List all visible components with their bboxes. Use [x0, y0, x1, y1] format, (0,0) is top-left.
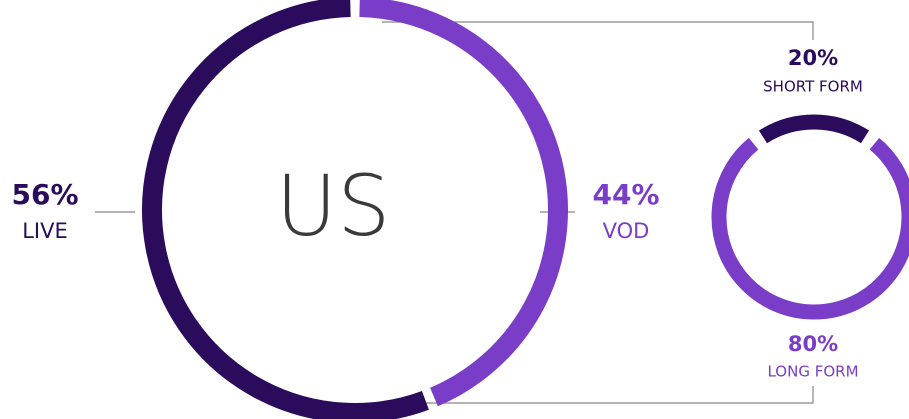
donut-segment — [758, 114, 870, 144]
donut-segment — [142, 0, 429, 419]
connector — [382, 386, 814, 404]
category-label: VOD — [603, 219, 650, 243]
category-label: LONG FORM — [767, 363, 858, 381]
category-label: LIVE — [22, 219, 68, 243]
connector — [382, 21, 814, 40]
value-label: 80% — [788, 332, 838, 356]
donut-segment — [711, 137, 909, 320]
chart-title: US — [276, 157, 391, 255]
value-label: 20% — [788, 46, 838, 70]
value-label: 56% — [11, 178, 78, 211]
value-label: 44% — [592, 178, 659, 211]
donut-segment — [359, 0, 568, 407]
category-label: SHORT FORM — [763, 78, 863, 96]
